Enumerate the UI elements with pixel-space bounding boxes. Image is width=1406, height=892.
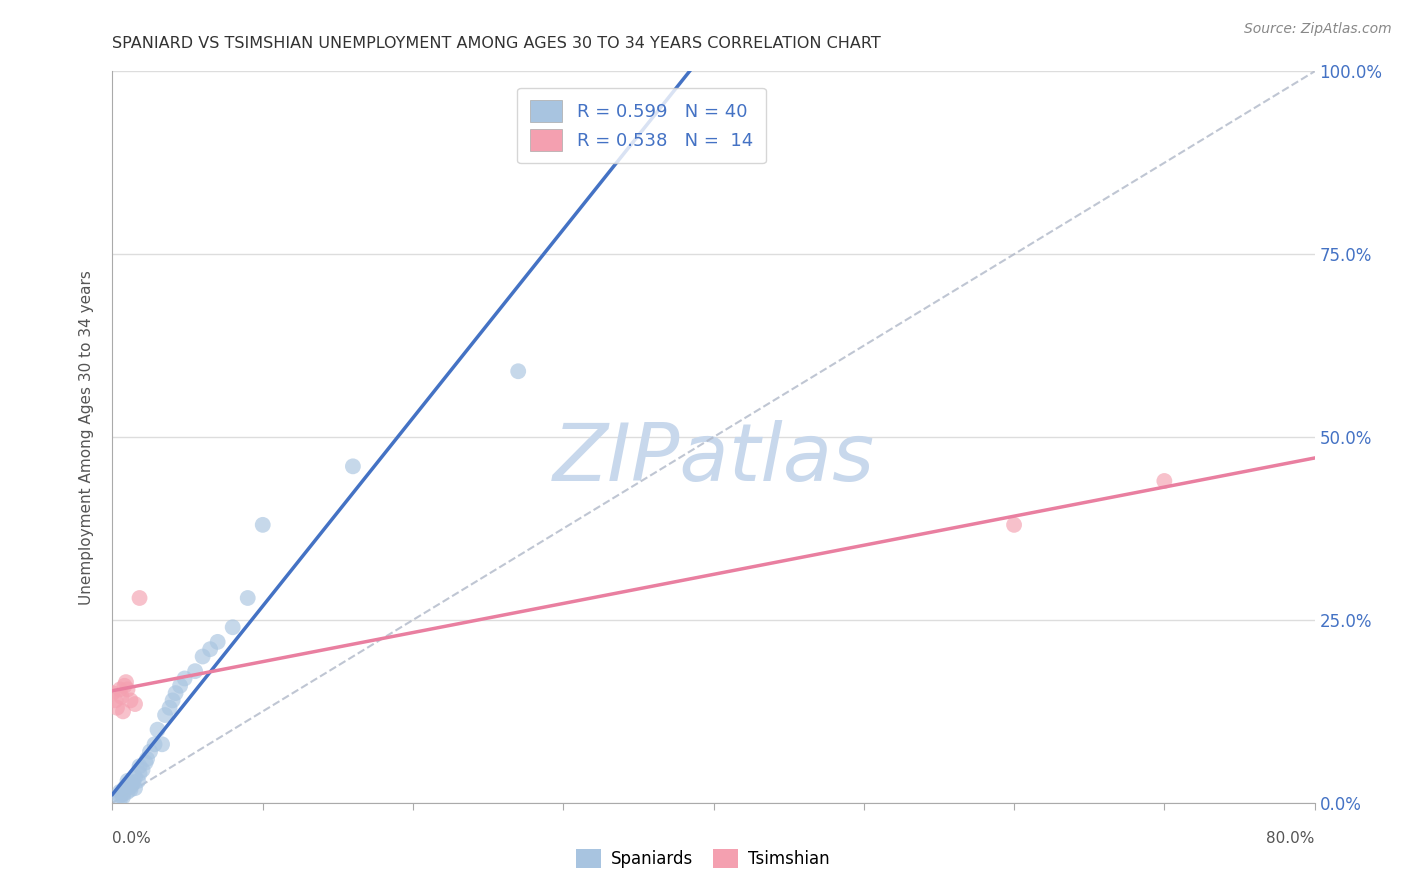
Point [110,690,132,704]
Point [128,766,150,780]
Point [146,723,169,737]
Point [169,679,191,693]
Point [127,773,149,788]
Point [1002,517,1025,532]
Point [105,700,128,714]
Point [191,649,214,664]
Point [153,708,176,723]
Point [120,693,142,707]
Point [117,773,139,788]
Point [124,697,146,711]
Point [508,364,530,378]
Point [104,693,127,707]
Point [117,777,139,792]
Point [162,693,184,707]
Point [117,785,139,799]
Point [124,770,146,784]
Point [114,781,136,796]
Point [150,737,173,751]
Point [342,459,364,474]
Point [114,679,136,693]
Point [120,782,142,797]
Point [111,705,134,719]
Point [184,664,207,678]
Point [236,591,259,605]
Y-axis label: Unemployment Among Ages 30 to 34 years: Unemployment Among Ages 30 to 34 years [79,269,94,605]
Text: ZIPatlas: ZIPatlas [553,420,875,498]
Point [111,789,134,804]
Point [111,787,134,801]
Point [108,792,131,806]
Point [122,775,145,789]
Point [108,682,131,697]
Point [108,789,131,803]
Point [139,745,162,759]
Point [108,785,131,799]
Text: Source: ZipAtlas.com: Source: ZipAtlas.com [1244,22,1392,37]
Point [1153,474,1175,488]
Text: 80.0%: 80.0% [1267,831,1315,846]
Point [121,777,143,792]
Legend: R = 0.599   N = 40, R = 0.538   N =  14: R = 0.599 N = 40, R = 0.538 N = 14 [517,87,766,163]
Point [252,517,274,532]
Point [131,763,153,777]
Point [173,672,195,686]
Point [159,700,181,714]
Point [222,620,245,634]
Point [198,642,221,657]
Point [207,635,229,649]
Point [101,686,124,700]
Point [124,781,146,796]
Point [135,756,157,770]
Legend: Spaniards, Tsimshian: Spaniards, Tsimshian [569,843,837,875]
Point [128,591,150,605]
Point [117,682,139,697]
Text: 0.0%: 0.0% [112,831,152,846]
Text: SPANIARD VS TSIMSHIAN UNEMPLOYMENT AMONG AGES 30 TO 34 YEARS CORRELATION CHART: SPANIARD VS TSIMSHIAN UNEMPLOYMENT AMONG… [112,36,882,51]
Point [136,752,159,766]
Point [143,737,166,751]
Point [115,675,138,690]
Point [165,686,187,700]
Point [128,759,150,773]
Point [120,780,142,794]
